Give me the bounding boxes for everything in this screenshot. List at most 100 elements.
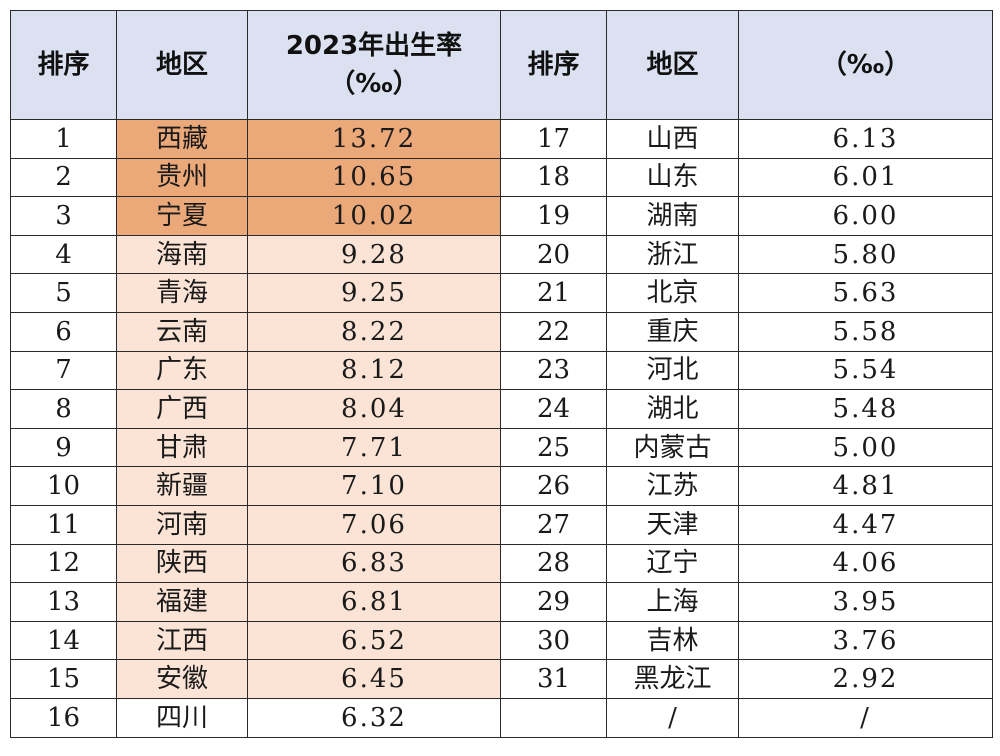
rate-cell-right: 4.81 xyxy=(738,466,993,506)
table-row: 15 安徽 6.45 31 黑龙江 2.92 xyxy=(10,659,993,699)
table-row: 2 贵州 10.65 18 山东 6.01 xyxy=(10,157,993,198)
region-cell-right: 上海 xyxy=(606,582,739,622)
region-cell-right: 江苏 xyxy=(606,466,739,506)
region-cell-left: 福建 xyxy=(116,582,248,622)
region-cell-right: 辽宁 xyxy=(606,543,739,584)
rate-cell-right: 5.54 xyxy=(738,350,993,391)
rate-cell-right: 5.58 xyxy=(738,311,993,352)
rate-cell-left: 10.02 xyxy=(247,196,501,236)
rank-cell-left: 3 xyxy=(10,196,117,236)
rate-cell-left: 7.06 xyxy=(247,504,501,545)
rank-cell-left: 11 xyxy=(10,504,117,545)
rank-cell-left: 14 xyxy=(10,620,117,661)
rank-cell-right: 29 xyxy=(500,582,607,622)
rank-cell-right: 24 xyxy=(500,389,607,429)
rank-cell-left: 6 xyxy=(10,311,117,352)
rank-cell-left: 7 xyxy=(10,350,117,391)
table-row: 12 陕西 6.83 28 辽宁 4.06 xyxy=(10,543,993,584)
region-cell-left: 贵州 xyxy=(116,157,248,198)
rate-cell-right: 2.92 xyxy=(738,659,993,699)
rate-cell-right: 3.95 xyxy=(738,582,993,622)
table-row: 4 海南 9.28 20 浙江 5.80 xyxy=(10,234,993,275)
rate-cell-right: 3.76 xyxy=(738,620,993,661)
rate-cell-left: 6.32 xyxy=(247,697,501,738)
rate-cell-right: 4.47 xyxy=(738,504,993,545)
rank-cell-left: 12 xyxy=(10,543,117,584)
rank-cell-right: 21 xyxy=(500,273,607,313)
rank-cell-left: 15 xyxy=(10,659,117,699)
rank-cell-right: 27 xyxy=(500,504,607,545)
rate-cell-left: 9.25 xyxy=(247,273,501,313)
region-cell-left: 宁夏 xyxy=(116,196,248,236)
rank-cell-left: 9 xyxy=(10,427,117,468)
table-row: 13 福建 6.81 29 上海 3.95 xyxy=(10,582,993,622)
table-row: 10 新疆 7.10 26 江苏 4.81 xyxy=(10,466,993,506)
region-cell-right: 吉林 xyxy=(606,620,739,661)
rank-cell-right: 18 xyxy=(500,157,607,198)
region-cell-left: 四川 xyxy=(116,697,248,738)
rate-cell-right: 6.00 xyxy=(738,196,993,236)
rank-cell-left: 13 xyxy=(10,582,117,622)
table-row: 11 河南 7.06 27 天津 4.47 xyxy=(10,504,993,545)
region-cell-left: 江西 xyxy=(116,620,248,661)
rate-cell-right: 4.06 xyxy=(738,543,993,584)
region-cell-right: 天津 xyxy=(606,504,739,545)
rate-cell-right: 5.00 xyxy=(738,427,993,468)
region-cell-right: 重庆 xyxy=(606,311,739,352)
rate-cell-left: 8.04 xyxy=(247,389,501,429)
rate-cell-left: 6.45 xyxy=(247,659,501,699)
header-region-right: 地区 xyxy=(606,10,739,120)
region-cell-right: / xyxy=(606,697,739,738)
region-cell-right: 北京 xyxy=(606,273,739,313)
region-cell-right: 湖北 xyxy=(606,389,739,429)
table-row: 5 青海 9.25 21 北京 5.63 xyxy=(10,273,993,313)
table-body: 1 西藏 13.72 17 山西 6.13 2 贵州 10.65 18 山东 6.01 3 宁夏 10.02… xyxy=(10,119,993,738)
region-cell-right: 湖南 xyxy=(606,196,739,236)
rank-cell-right: 22 xyxy=(500,311,607,352)
region-cell-left: 西藏 xyxy=(116,119,248,159)
region-cell-left: 河南 xyxy=(116,504,248,545)
region-cell-left: 新疆 xyxy=(116,466,248,506)
rank-cell-right: 23 xyxy=(500,350,607,391)
rate-cell-left: 6.81 xyxy=(247,582,501,622)
rank-cell-right: 30 xyxy=(500,620,607,661)
rank-cell-right: 26 xyxy=(500,466,607,506)
rank-cell-right: 25 xyxy=(500,427,607,468)
region-cell-left: 青海 xyxy=(116,273,248,313)
rate-cell-right: 6.13 xyxy=(738,119,993,159)
rate-cell-left: 7.71 xyxy=(247,427,501,468)
rate-cell-left: 6.83 xyxy=(247,543,501,584)
table-row: 14 江西 6.52 30 吉林 3.76 xyxy=(10,620,993,661)
region-cell-left: 甘肃 xyxy=(116,427,248,468)
rank-cell-left: 4 xyxy=(10,234,117,275)
rate-cell-left: 6.52 xyxy=(247,620,501,661)
header-rank-right: 排序 xyxy=(500,10,607,120)
region-cell-left: 陕西 xyxy=(116,543,248,584)
rate-cell-left: 7.10 xyxy=(247,466,501,506)
rate-cell-left: 9.28 xyxy=(247,234,501,275)
region-cell-left: 安徽 xyxy=(116,659,248,699)
rate-cell-left: 13.72 xyxy=(247,119,501,159)
rank-cell-left: 5 xyxy=(10,273,117,313)
region-cell-right: 内蒙古 xyxy=(606,427,739,468)
region-cell-left: 海南 xyxy=(116,234,248,275)
rank-cell-left: 1 xyxy=(10,119,117,159)
rank-cell-right: 31 xyxy=(500,659,607,699)
rate-cell-right: / xyxy=(738,697,993,738)
rank-cell-left: 2 xyxy=(10,157,117,198)
table-row: 9 甘肃 7.71 25 内蒙古 5.00 xyxy=(10,427,993,468)
rank-cell-right xyxy=(500,697,607,738)
rate-cell-left: 8.22 xyxy=(247,311,501,352)
rank-cell-right: 19 xyxy=(500,196,607,236)
birth-rate-ranking-table: 排序 地区 2023年出生率 （‰） 排序 地区 （‰） xyxy=(10,10,993,738)
rate-cell-left: 8.12 xyxy=(247,350,501,391)
region-cell-right: 黑龙江 xyxy=(606,659,739,699)
header-rate-right: （‰） xyxy=(738,10,993,120)
rate-cell-right: 6.01 xyxy=(738,157,993,198)
table-row: 8 广西 8.04 24 湖北 5.48 xyxy=(10,389,993,429)
header-region-left: 地区 xyxy=(116,10,248,120)
region-cell-right: 山东 xyxy=(606,157,739,198)
table-row: 6 云南 8.22 22 重庆 5.58 xyxy=(10,311,993,352)
header-rate-left: 2023年出生率 （‰） xyxy=(247,10,501,120)
